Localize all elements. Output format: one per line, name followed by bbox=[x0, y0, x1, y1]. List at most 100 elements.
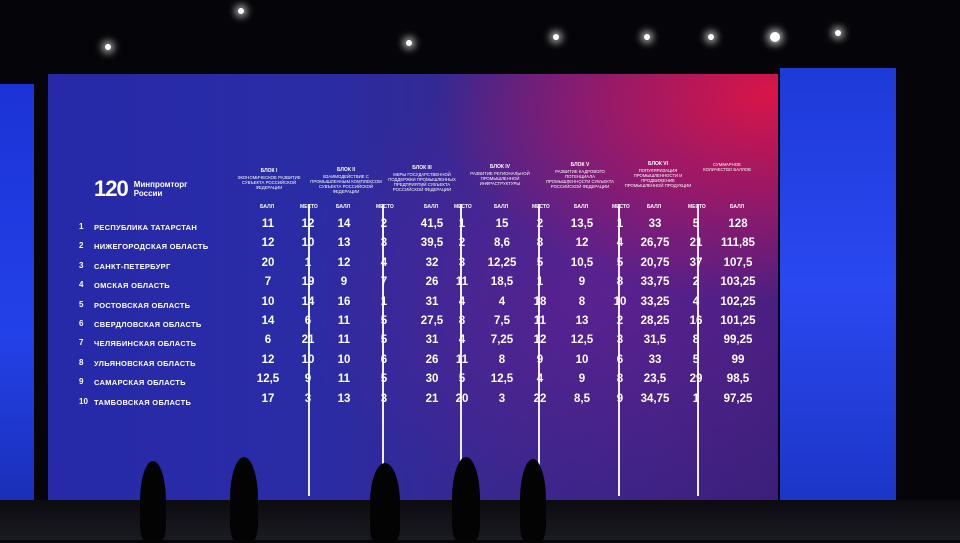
region-name: Нижегородская область bbox=[94, 242, 209, 252]
block-score: 7,25 bbox=[490, 334, 514, 347]
stage-light bbox=[105, 44, 111, 50]
block-score: 31 bbox=[425, 295, 439, 308]
region-name: Тамбовская область bbox=[94, 397, 192, 407]
block-header: БЛОК V Развитие кадрового потенциала пром… bbox=[544, 163, 616, 190]
block-score: 8 bbox=[498, 353, 506, 366]
block-score: 7,5 bbox=[494, 315, 510, 327]
region-name: Омская область bbox=[94, 281, 170, 291]
block-place: 14 bbox=[288, 296, 328, 308]
block-score: 8,6 bbox=[494, 237, 510, 250]
block-score: 12,25 bbox=[487, 256, 517, 269]
block-score: 21 bbox=[425, 392, 439, 405]
block-place: 4 bbox=[458, 334, 466, 347]
block-score: 14 bbox=[261, 315, 275, 327]
block-score: 15 bbox=[495, 218, 509, 230]
block-score: 26 bbox=[425, 276, 439, 289]
block-place: 6 bbox=[616, 353, 624, 366]
block-description: Популяризация промышленности и продвижен… bbox=[624, 167, 692, 188]
block-score: 39,5 bbox=[420, 237, 444, 250]
block-place: 1 bbox=[380, 295, 388, 308]
place-label: МЕСТО bbox=[454, 204, 472, 210]
person-silhouette bbox=[520, 459, 546, 541]
rank-number: 10 bbox=[79, 396, 88, 406]
block-place: 18 bbox=[520, 296, 560, 308]
block-place: 7 bbox=[380, 276, 388, 289]
stage-light bbox=[770, 32, 780, 42]
block-score: 13,5 bbox=[570, 218, 594, 230]
block-score: 12 bbox=[575, 237, 589, 250]
block-place: 5 bbox=[458, 373, 466, 386]
block-score: 13 bbox=[575, 315, 589, 327]
person-silhouette bbox=[370, 463, 400, 543]
block-place: 1 bbox=[536, 276, 544, 289]
block-place: 11 bbox=[520, 315, 560, 327]
rank-number: 9 bbox=[79, 377, 84, 387]
place-label: МЕСТО bbox=[376, 204, 394, 210]
block-score: 11 bbox=[337, 373, 351, 386]
block-place: 21 bbox=[689, 237, 703, 250]
block-score: 8,5 bbox=[574, 392, 590, 405]
block-place: 4 bbox=[458, 295, 466, 308]
block-place: 1 bbox=[616, 218, 624, 230]
block-place: 2 bbox=[692, 276, 700, 289]
block-score: 33,25 bbox=[640, 295, 670, 308]
block-header: БЛОК III Меры государственной поддержки п… bbox=[386, 166, 458, 193]
block-score: 16 bbox=[337, 295, 351, 308]
block-header: БЛОК I Экономическое развитие субъекта Ро… bbox=[234, 169, 304, 191]
block-place: 9 bbox=[616, 392, 624, 405]
block-place: 11 bbox=[442, 354, 482, 366]
block-description: Суммарное количество баллов bbox=[703, 162, 751, 172]
column-divider bbox=[460, 204, 462, 496]
block-title: БЛОК II bbox=[336, 166, 356, 173]
block-place: 4 bbox=[616, 237, 624, 250]
table-row: 1Республика Татарстан111214241,5115213,5… bbox=[48, 217, 778, 237]
block-place: 2 bbox=[458, 237, 466, 250]
total-score: 128 bbox=[728, 218, 748, 230]
block-score: 12,5 bbox=[256, 373, 280, 386]
logo-number: 120 bbox=[94, 176, 129, 201]
block-score: 14 bbox=[337, 218, 351, 230]
block-place: 5 bbox=[536, 256, 544, 269]
audience-silhouettes bbox=[80, 455, 560, 543]
block-score: 33,75 bbox=[640, 276, 670, 289]
region-name: Самарская область bbox=[94, 378, 186, 388]
block-score: 11 bbox=[261, 218, 275, 230]
block-place: 37 bbox=[689, 256, 703, 269]
block-place: 3 bbox=[380, 392, 388, 405]
table-row: 6Свердловская область14611527,587,511132… bbox=[48, 314, 778, 334]
table-row: 7 Челябинская область 6 21 11 5 31 4 7,25 12 12,5 3… bbox=[48, 333, 778, 353]
block-header: БЛОК VI Популяризация промышленности и пр… bbox=[622, 161, 694, 188]
region-name: Республика Татарстан bbox=[94, 223, 198, 232]
block-score: 10 bbox=[261, 295, 275, 308]
block-description: Экономическое развитие субъекта Российск… bbox=[237, 175, 301, 190]
block-header: БЛОК IV Развитие региональной промышленно… bbox=[464, 164, 536, 186]
block-header: Суммарное количество баллов bbox=[702, 161, 752, 172]
region-name: Ростовская область bbox=[94, 300, 191, 310]
stage-light bbox=[835, 30, 841, 36]
block-score: 33 bbox=[648, 353, 662, 366]
score-label: БАЛЛ bbox=[260, 204, 275, 210]
block-place: 21 bbox=[288, 334, 328, 346]
block-place: 2 bbox=[616, 315, 624, 327]
block-score: 11 bbox=[337, 334, 351, 347]
table-row: 4Омская область71997261118,519833,752103… bbox=[48, 275, 778, 295]
block-score: 18,5 bbox=[490, 276, 514, 289]
rank-number: 4 bbox=[79, 280, 84, 290]
block-score: 12 bbox=[261, 353, 275, 366]
block-score: 9 bbox=[578, 276, 586, 289]
block-score: 9 bbox=[578, 373, 586, 386]
block-place: 29 bbox=[689, 373, 703, 386]
block-place: 19 bbox=[288, 276, 328, 288]
block-place: 5 bbox=[692, 218, 700, 230]
block-place: 5 bbox=[380, 373, 388, 386]
block-score: 8 bbox=[578, 295, 586, 308]
block-score: 31 bbox=[425, 334, 439, 347]
block-score: 26 bbox=[425, 353, 439, 366]
region-name: Челябинская область bbox=[94, 339, 197, 349]
block-place: 5 bbox=[692, 353, 700, 366]
block-description: Развитие кадрового потенциала промышленн… bbox=[545, 169, 615, 189]
block-place: 4 bbox=[536, 373, 544, 386]
block-score: 30 bbox=[425, 373, 439, 386]
block-place: 8 bbox=[616, 276, 624, 289]
rank-number: 5 bbox=[79, 299, 84, 309]
